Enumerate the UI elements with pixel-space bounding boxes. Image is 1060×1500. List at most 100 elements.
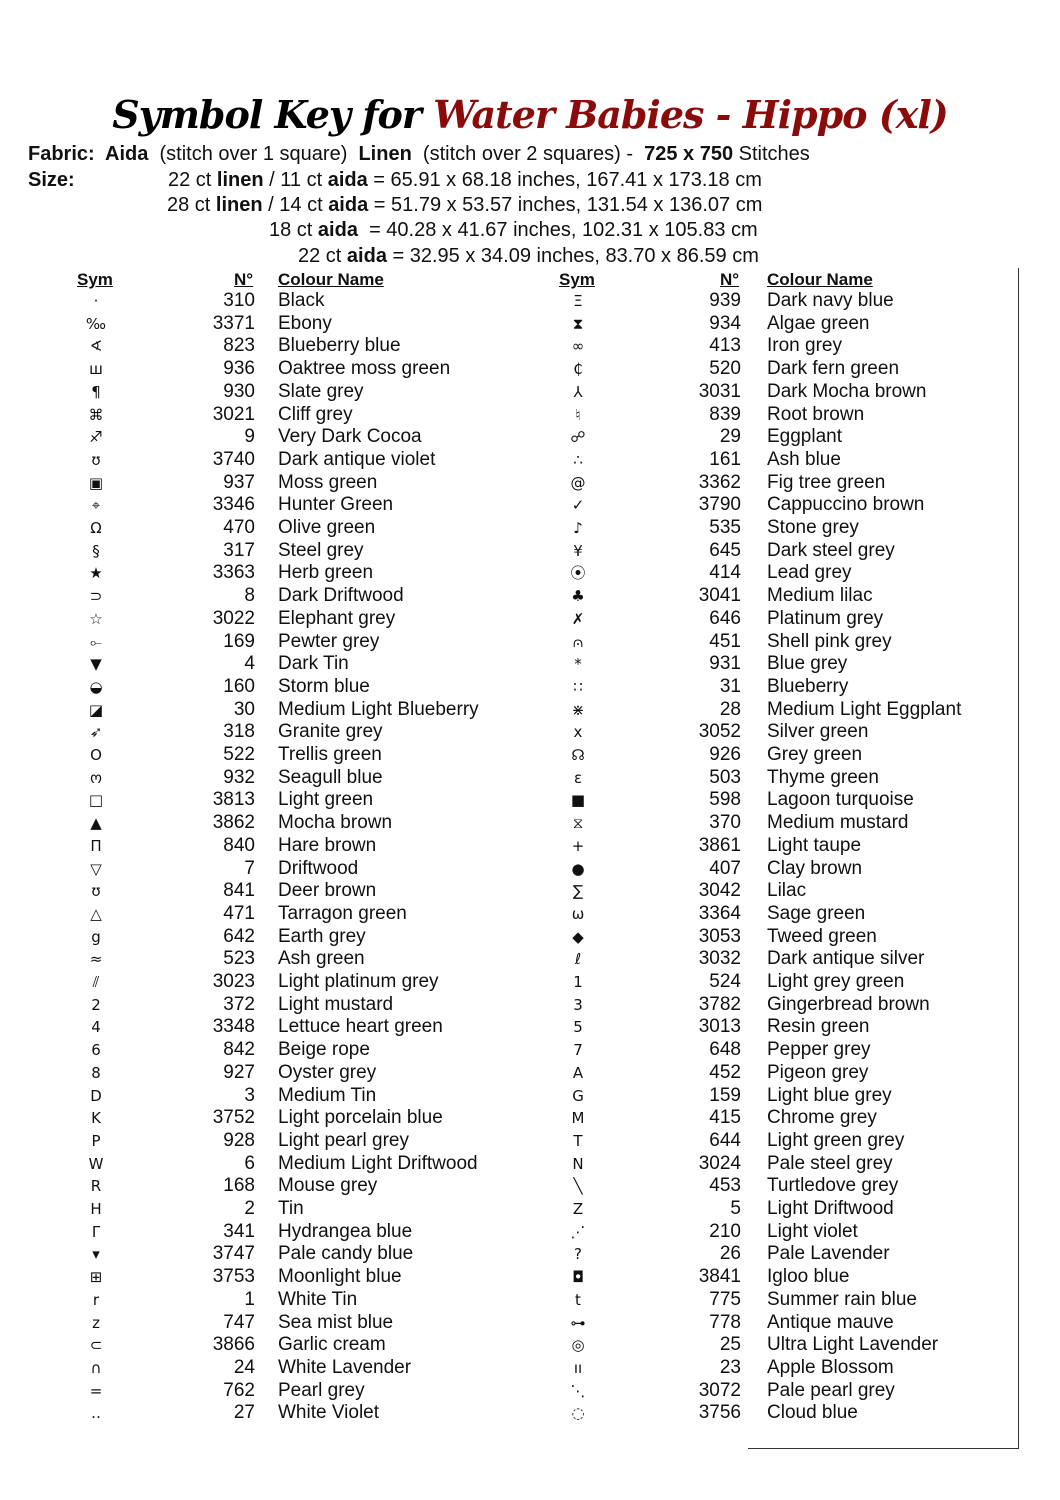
colour-number: 370 — [709, 812, 741, 834]
colour-number: 451 — [709, 630, 741, 652]
colour-number: 27 — [233, 1402, 255, 1424]
symbol: 4 — [91, 1018, 101, 1037]
symbol: ‥ — [90, 1404, 101, 1423]
symbol: A — [572, 1063, 584, 1082]
colour-number: 161 — [709, 448, 741, 470]
colour-number: 778 — [709, 1311, 741, 1333]
pattern-name: Water Babies - Hippo (xl) — [433, 92, 949, 137]
colour-name: Herb green — [278, 562, 374, 584]
colour-name: Mocha brown — [278, 812, 393, 834]
colour-number: 30 — [233, 698, 255, 720]
symbol: ₵ — [573, 360, 583, 379]
colour-number: 840 — [223, 834, 255, 856]
symbol: ‰ — [85, 314, 107, 333]
colour-name: Igloo blue — [767, 1266, 850, 1288]
colour-number: 762 — [223, 1379, 255, 1401]
colour-number: 25 — [719, 1334, 741, 1356]
symbol: ∷ — [573, 677, 583, 696]
colour-name: Light green grey — [767, 1129, 905, 1151]
colour-number: 415 — [709, 1107, 741, 1129]
text: 22 ct — [298, 245, 347, 267]
colour-number: 452 — [709, 1061, 741, 1083]
colour-name: Deer brown — [278, 880, 377, 902]
symbol: ∑ — [572, 882, 584, 901]
colour-name: Oyster grey — [278, 1061, 377, 1083]
colour-name: Iron grey — [767, 335, 842, 357]
colour-name: Blueberry — [767, 675, 849, 697]
size-line: 22 ct linen / 11 ct aida = 65.91 x 68.18… — [168, 169, 762, 192]
text: / 14 ct — [262, 194, 329, 216]
colour-name: Cloud blue — [767, 1402, 858, 1424]
colour-name: Hydrangea blue — [278, 1220, 413, 1242]
colour-number: 644 — [709, 1129, 741, 1151]
colour-number: 842 — [223, 1039, 255, 1061]
symbol: ⧖ — [572, 814, 584, 833]
symbol: 6 — [91, 1041, 101, 1060]
colour-number: 413 — [709, 335, 741, 357]
colour-name: Blue grey — [767, 653, 848, 675]
colour-name: Pale Lavender — [767, 1243, 890, 1265]
colour-number: 747 — [223, 1311, 255, 1333]
colour-name: Eggplant — [767, 426, 843, 448]
colour-number: 928 — [223, 1129, 255, 1151]
colour-number: 3862 — [212, 812, 255, 834]
colour-number: 3013 — [698, 1016, 741, 1038]
symbol: ∩ — [90, 1358, 102, 1377]
colour-number: 927 — [223, 1061, 255, 1083]
symbol: ♣ — [571, 587, 585, 606]
colour-number: 841 — [223, 880, 255, 902]
text: (stitch over 1 square) — [148, 143, 359, 165]
colour-number: 3024 — [698, 1152, 741, 1174]
colour-name: Light pearl grey — [278, 1129, 409, 1151]
colour-number: 775 — [709, 1288, 741, 1310]
colour-name: Lettuce heart green — [278, 1016, 443, 1038]
symbol: △ — [90, 904, 102, 923]
symbol: ⧗ — [572, 314, 584, 333]
colour-number: 471 — [223, 902, 255, 924]
colour-name: Tarragon green — [278, 902, 407, 924]
colour-name: Medium Tin — [278, 1084, 377, 1106]
text: 22 ct — [168, 169, 217, 191]
colour-name: Lagoon turquoise — [767, 789, 914, 811]
text: = 65.91 x 68.18 inches, 167.41 x 173.18 … — [367, 169, 762, 191]
colour-number: 3371 — [212, 312, 255, 334]
bold-text: aida — [327, 169, 368, 191]
symbol: t — [575, 1290, 581, 1309]
symbol: M — [571, 1109, 585, 1128]
symbol: ◘ — [572, 1268, 584, 1287]
symbol: 2 — [91, 995, 101, 1014]
bold-text: Linen — [358, 143, 412, 165]
colour-name: Very Dark Cocoa — [278, 426, 422, 448]
text: 18 ct — [269, 219, 318, 241]
colour-name: Trellis green — [278, 744, 382, 765]
colour-name: Lead grey — [767, 562, 852, 584]
colour-number: 3041 — [698, 585, 741, 607]
colour-name: Lilac — [767, 880, 807, 902]
colour-name: Sage green — [767, 902, 866, 924]
colour-name: Cliff grey — [278, 403, 353, 425]
size-line: 22 ct aida = 32.95 x 34.09 inches, 83.70… — [298, 245, 759, 268]
right-num-header: N° — [720, 270, 740, 289]
symbol: ⊃ — [89, 587, 103, 606]
symbol: ш — [89, 360, 103, 379]
bold-text: aida — [346, 245, 387, 267]
colour-name: Platinum grey — [767, 607, 884, 629]
symbol: ω — [571, 904, 585, 923]
bold-text: linen — [215, 194, 263, 216]
symbol: ⌖ — [91, 496, 101, 515]
symbol: Ξ — [573, 292, 583, 310]
colour-name: Light porcelain blue — [278, 1107, 443, 1129]
size-line: 28 ct linen / 14 ct aida = 51.79 x 53.57… — [167, 194, 762, 217]
symbol: ♮ — [575, 405, 581, 424]
symbol: ◆ — [572, 927, 584, 946]
colour-number: 3362 — [698, 471, 741, 493]
colour-number: 3053 — [698, 925, 741, 947]
symbol: ℓ — [574, 950, 582, 969]
right-name-header: Colour Name — [767, 270, 873, 289]
symbol: ⊂ — [89, 1336, 103, 1355]
colour-name: Turtledove grey — [767, 1175, 899, 1197]
colour-number: 3861 — [698, 834, 741, 856]
colour-name: Algae green — [767, 312, 870, 334]
colour-name: Blueberry blue — [278, 335, 401, 357]
symbol: ⋱ — [570, 1381, 586, 1400]
